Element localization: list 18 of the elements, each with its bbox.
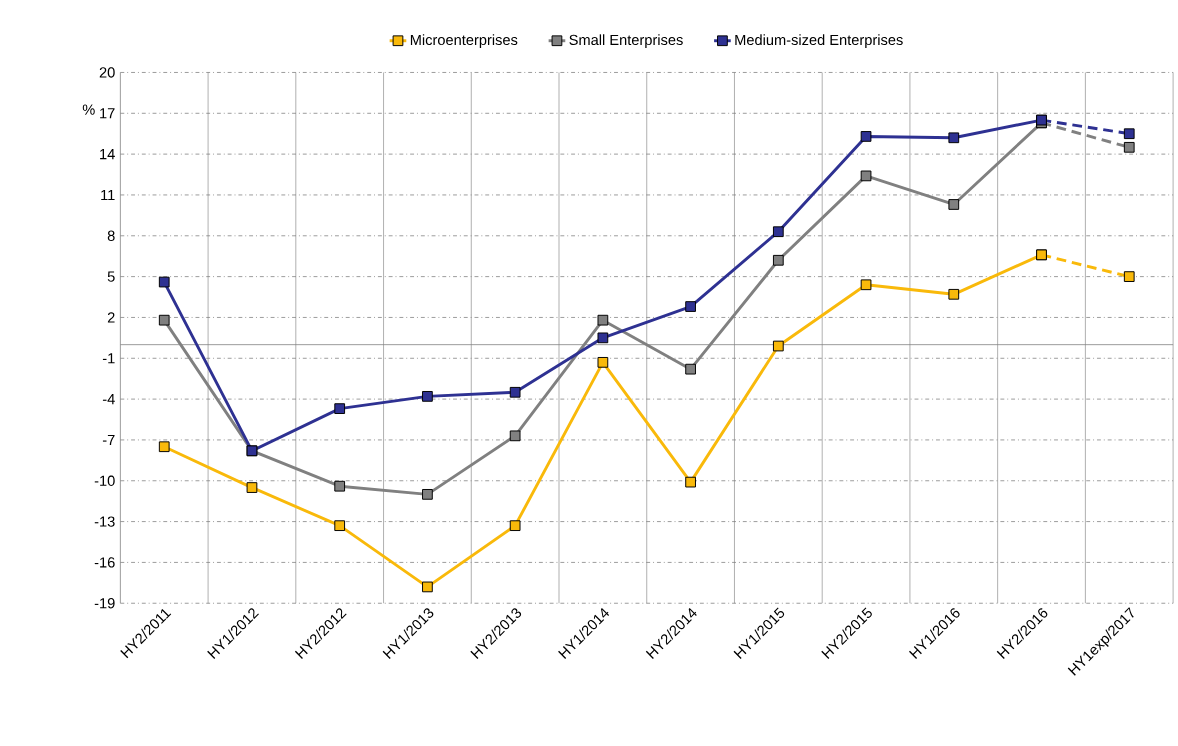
- y-tick-label: 20: [99, 67, 115, 78]
- y-tick-label: -10: [94, 475, 115, 486]
- y-tick-label: -4: [102, 393, 115, 405]
- legend-label: Small Enterprises: [569, 34, 683, 48]
- y-tick-label: 2: [107, 312, 115, 323]
- y-tick-label: 14: [100, 148, 115, 160]
- y-tick-label: -16: [94, 557, 115, 568]
- y-tick-label: -13: [94, 516, 115, 527]
- y-tick-label: 17: [100, 108, 115, 119]
- y-tick-label: 11: [101, 189, 115, 200]
- y-tick-label: -1: [102, 353, 115, 364]
- y-tick-label: -19: [94, 597, 115, 609]
- legend-label: Microenterprises: [410, 34, 518, 48]
- y-axis-title: %: [82, 104, 95, 115]
- y-tick-label: 5: [107, 271, 115, 282]
- legend-label: Medium-sized Enterprises: [735, 34, 903, 48]
- y-tick-label: -7: [102, 434, 115, 445]
- y-tick-label: 8: [107, 230, 115, 241]
